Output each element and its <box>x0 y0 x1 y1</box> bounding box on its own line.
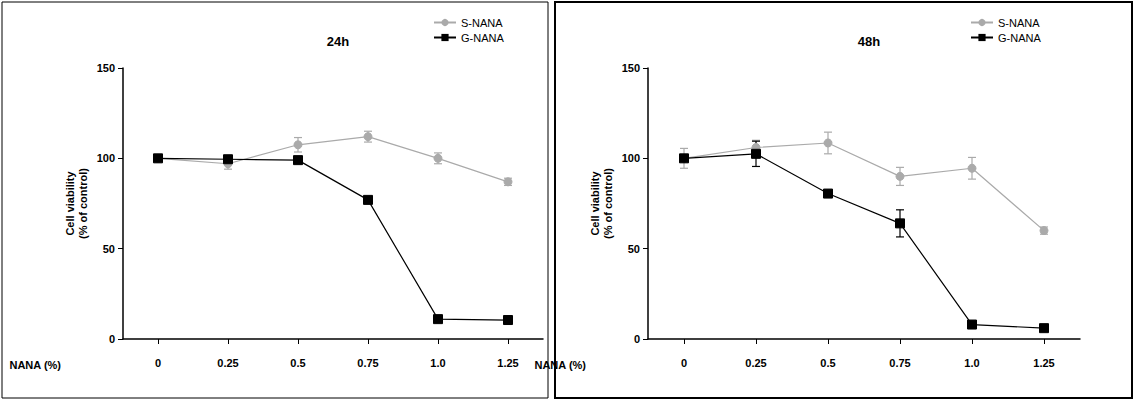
svg-text:0.5: 0.5 <box>820 357 835 369</box>
svg-text:0: 0 <box>109 333 115 345</box>
svg-text:0: 0 <box>634 333 640 345</box>
svg-text:Cell viability: Cell viability <box>64 171 76 236</box>
svg-text:1.0: 1.0 <box>430 357 445 369</box>
svg-text:G-NANA: G-NANA <box>998 32 1041 44</box>
svg-text:100: 100 <box>97 152 115 164</box>
svg-text:0.75: 0.75 <box>889 357 910 369</box>
svg-text:S-NANA: S-NANA <box>461 17 503 29</box>
svg-text:S-NANA: S-NANA <box>998 17 1040 29</box>
svg-text:0.25: 0.25 <box>217 357 238 369</box>
svg-text:1.25: 1.25 <box>1033 357 1054 369</box>
svg-text:150: 150 <box>622 62 640 74</box>
svg-text:Cell viability: Cell viability <box>589 171 601 236</box>
svg-text:NANA (%): NANA (%) <box>9 359 61 371</box>
svg-text:150: 150 <box>97 62 115 74</box>
svg-text:0.75: 0.75 <box>357 357 378 369</box>
svg-text:24h: 24h <box>327 34 349 49</box>
svg-text:50: 50 <box>103 243 115 255</box>
svg-text:1.0: 1.0 <box>964 357 979 369</box>
svg-text:(% of control): (% of control) <box>77 168 89 239</box>
svg-text:1.25: 1.25 <box>497 357 518 369</box>
svg-text:50: 50 <box>628 243 640 255</box>
svg-text:NANA (%): NANA (%) <box>534 359 586 371</box>
svg-text:G-NANA: G-NANA <box>461 32 504 44</box>
svg-text:0: 0 <box>681 357 687 369</box>
svg-text:(% of control): (% of control) <box>602 168 614 239</box>
svg-text:0.5: 0.5 <box>290 357 305 369</box>
svg-text:0.25: 0.25 <box>745 357 766 369</box>
svg-text:0: 0 <box>155 357 161 369</box>
svg-text:48h: 48h <box>858 34 880 49</box>
svg-text:100: 100 <box>622 152 640 164</box>
